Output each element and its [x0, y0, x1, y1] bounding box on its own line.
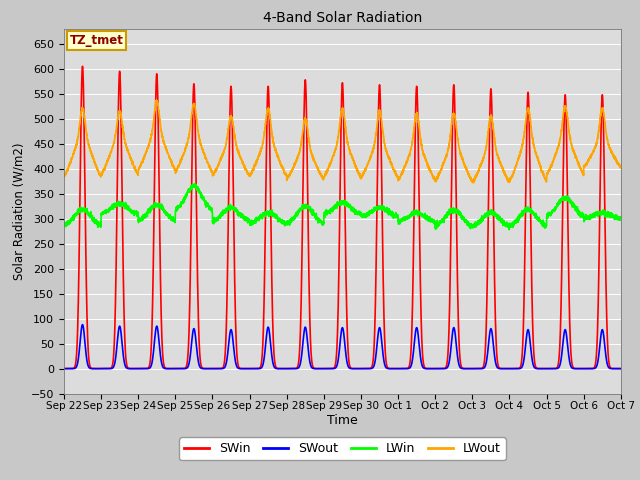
LWin	[506, 227, 513, 233]
LWin	[322, 209, 330, 215]
SWin	[161, 363, 168, 369]
LWin	[436, 221, 444, 227]
LWout	[616, 165, 624, 170]
LWin	[616, 214, 624, 220]
LWin	[60, 221, 68, 227]
LWout	[161, 141, 168, 147]
LWin	[191, 181, 198, 187]
LWout	[499, 168, 507, 174]
LWout	[60, 174, 68, 180]
LWout	[322, 169, 330, 175]
SWout	[209, 366, 216, 372]
SWout	[436, 366, 444, 372]
LWout	[617, 165, 625, 170]
SWout	[60, 366, 68, 372]
SWout	[616, 366, 624, 372]
SWin	[617, 366, 625, 372]
SWin	[543, 366, 550, 372]
Line: LWin: LWin	[64, 184, 621, 230]
Line: LWout: LWout	[64, 100, 621, 182]
SWin	[60, 366, 68, 372]
LWout	[470, 180, 477, 185]
SWout	[499, 366, 507, 372]
LWout	[467, 177, 475, 183]
LWin	[499, 219, 507, 225]
Text: TZ_tmet: TZ_tmet	[70, 34, 124, 47]
Line: SWin: SWin	[64, 66, 621, 369]
SWout	[322, 366, 330, 372]
SWout	[79, 322, 86, 327]
Title: 4-Band Solar Radiation: 4-Band Solar Radiation	[263, 11, 422, 25]
LWin	[467, 222, 475, 228]
Y-axis label: Solar Radiation (W/m2): Solar Radiation (W/m2)	[12, 143, 26, 280]
SWout	[617, 366, 625, 372]
SWout	[161, 365, 168, 371]
LWin	[160, 208, 168, 214]
SWin	[499, 366, 507, 372]
SWin	[436, 366, 444, 372]
SWin	[467, 366, 475, 372]
LWout	[436, 168, 444, 173]
X-axis label: Time: Time	[327, 414, 358, 427]
SWout	[468, 366, 476, 372]
Legend: SWin, SWout, LWin, LWout: SWin, SWout, LWin, LWout	[179, 437, 506, 460]
LWin	[617, 216, 625, 222]
SWin	[322, 366, 330, 372]
SWin	[616, 366, 624, 372]
LWout	[153, 97, 161, 103]
SWin	[79, 63, 86, 69]
Line: SWout: SWout	[64, 324, 621, 369]
